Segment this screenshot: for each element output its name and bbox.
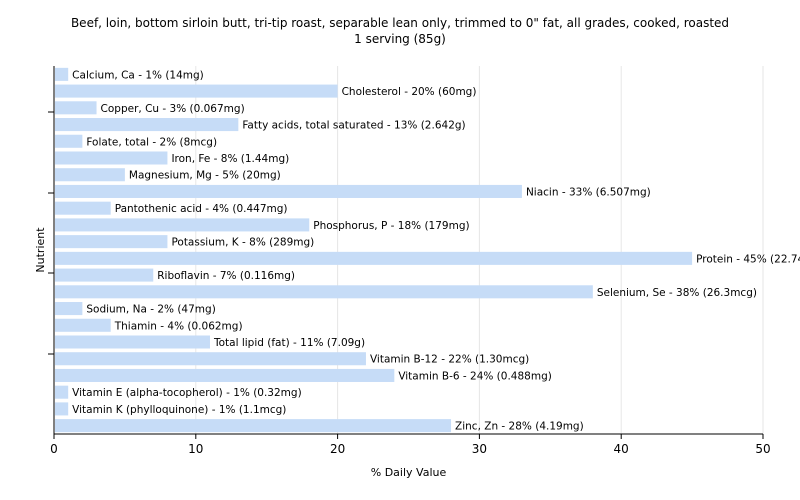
bar [55,302,83,316]
y-axis-label: Nutrient [34,227,47,273]
bar-label: Fatty acids, total saturated - 13% (2.64… [242,120,465,132]
bar [55,268,154,282]
x-tick-label: 40 [614,442,629,456]
bar [55,368,395,382]
bar-label: Zinc, Zn - 28% (4.19mg) [455,421,584,433]
bar [55,201,111,215]
bar-label: Vitamin E (alpha-tocopherol) - 1% (0.32m… [72,387,302,399]
bar [55,84,338,98]
bar [55,285,593,299]
bar [55,352,366,366]
chart-title-line-1: Beef, loin, bottom sirloin butt, tri-tip… [71,16,729,30]
bar [55,419,452,433]
bar-label: Sodium, Na - 2% (47mg) [86,304,215,316]
bar [55,385,69,399]
bar-label: Selenium, Se - 38% (26.3mcg) [597,287,757,299]
bar [55,318,111,332]
chart-title-line-2: 1 serving (85g) [354,32,446,46]
bar [55,118,239,132]
bar-label: Total lipid (fat) - 11% (7.09g) [213,337,365,349]
bar-label: Thiamin - 4% (0.062mg) [114,320,243,332]
bar-label: Copper, Cu - 3% (0.067mg) [101,103,245,115]
bar-label: Folate, total - 2% (8mcg) [86,136,217,148]
bar [55,402,69,416]
bar-label: Potassium, K - 8% (289mg) [171,237,314,249]
bar [55,101,97,115]
bar [55,218,310,232]
bar-label: Cholesterol - 20% (60mg) [342,86,477,98]
x-tick-label: 50 [755,442,770,456]
bar-label: Vitamin K (phylloquinone) - 1% (1.1mcg) [72,404,286,416]
bar-label: Phosphorus, P - 18% (179mg) [313,220,469,232]
bar [55,235,168,249]
bar [55,251,693,265]
bar-label: Pantothenic acid - 4% (0.447mg) [115,203,288,215]
x-tick-label: 20 [330,442,345,456]
chart-title: Beef, loin, bottom sirloin butt, tri-tip… [71,16,729,46]
x-tick-label: 10 [188,442,203,456]
x-axis-label: % Daily Value [371,466,447,479]
x-tick-label: 30 [472,442,487,456]
x-ticks: 0 10 20 30 40 50 [50,434,771,456]
axes [48,66,763,435]
bar [55,67,69,81]
bar-label: Riboflavin - 7% (0.116mg) [157,270,295,282]
bar [55,168,125,182]
bar-label: Vitamin B-6 - 24% (0.488mg) [398,370,552,382]
bar-label: Iron, Fe - 8% (1.44mg) [171,153,289,165]
bar-label: Vitamin B-12 - 22% (1.30mcg) [370,354,529,366]
bar-label: Calcium, Ca - 1% (14mg) [72,69,204,81]
bar [55,184,522,198]
bar-label: Protein - 45% (22.74g) [696,253,800,265]
bar-label: Magnesium, Mg - 5% (20mg) [129,170,281,182]
bar [55,335,210,349]
bar-label: Niacin - 33% (6.507mg) [526,186,651,198]
bar [55,151,168,165]
bars: Calcium, Ca - 1% (14mg) Cholesterol - 20%… [55,67,800,433]
bar [55,134,83,148]
x-tick-label: 0 [50,442,58,456]
